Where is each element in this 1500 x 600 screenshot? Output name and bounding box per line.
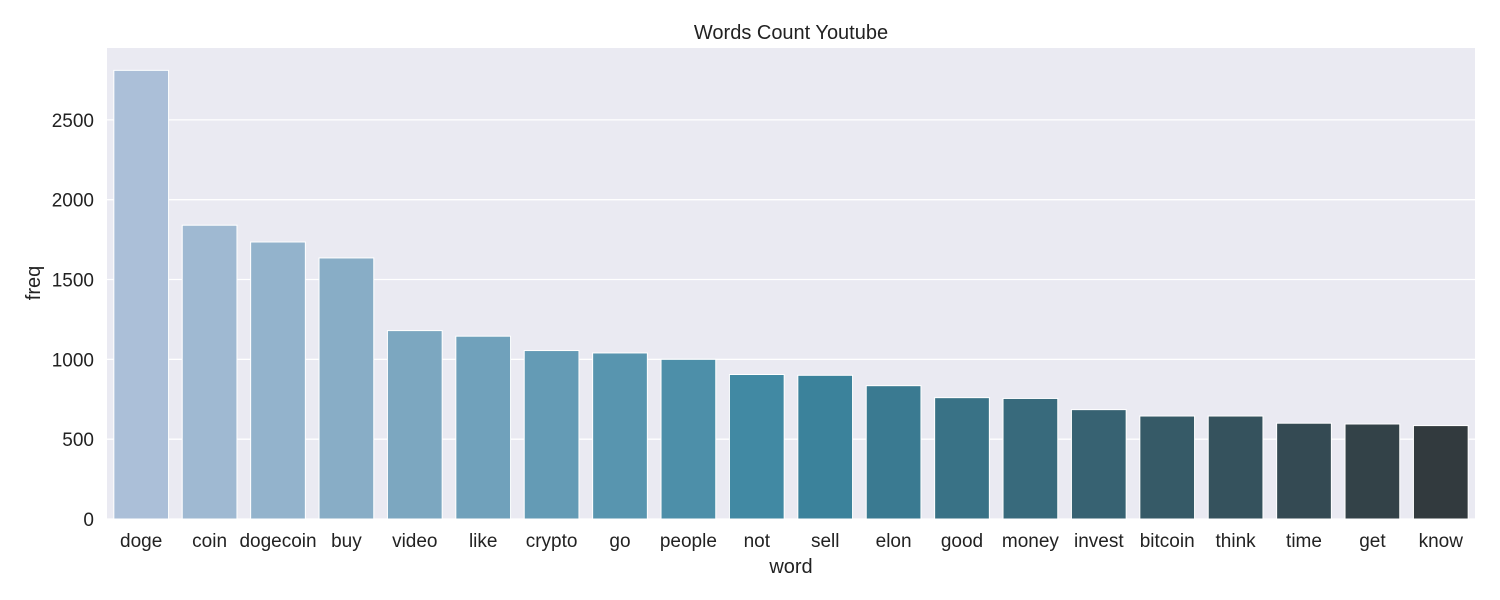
x-tick-label: invest bbox=[1074, 531, 1124, 552]
x-tick-label: elon bbox=[876, 531, 912, 552]
y-tick-labels: 0 500 1000 1500 2000 2500 bbox=[52, 111, 94, 531]
bar-money bbox=[1002, 397, 1059, 520]
bar-like bbox=[455, 335, 512, 520]
plot-background bbox=[107, 48, 1475, 519]
y-tick-label: 2000 bbox=[52, 191, 94, 212]
bar-get bbox=[1344, 423, 1401, 520]
x-tick-label: buy bbox=[331, 531, 362, 552]
x-tick-label: time bbox=[1286, 531, 1322, 552]
x-tick-label: crypto bbox=[526, 531, 578, 552]
x-tick-labels: doge coin dogecoin buy video like crypto go peop… bbox=[120, 531, 1463, 552]
bars bbox=[113, 69, 1469, 520]
bar-people bbox=[660, 358, 717, 520]
bar-not bbox=[728, 374, 785, 520]
bar-video bbox=[386, 330, 443, 520]
x-tick-label: people bbox=[660, 531, 717, 552]
bar-sell bbox=[797, 374, 854, 520]
x-axis-label: word bbox=[768, 556, 812, 578]
bar-good bbox=[934, 397, 990, 520]
bar-crypto bbox=[523, 350, 580, 520]
bar-buy bbox=[318, 257, 375, 520]
x-tick-label: video bbox=[392, 531, 437, 552]
y-tick-label: 2500 bbox=[52, 111, 94, 132]
bar-bitcoin bbox=[1139, 415, 1196, 520]
x-tick-label: doge bbox=[120, 531, 162, 552]
x-tick-label: get bbox=[1359, 531, 1386, 552]
x-tick-label: not bbox=[744, 531, 771, 552]
bar-dogecoin bbox=[250, 241, 306, 520]
x-tick-label: good bbox=[941, 531, 983, 552]
x-tick-label: like bbox=[469, 531, 498, 552]
x-tick-label: know bbox=[1419, 531, 1464, 552]
y-tick-label: 1500 bbox=[52, 271, 94, 292]
x-tick-label: coin bbox=[192, 531, 227, 552]
bar-go bbox=[592, 352, 648, 520]
y-axis-label: freq bbox=[23, 266, 45, 300]
bar-think bbox=[1207, 415, 1264, 520]
chart-title: Words Count Youtube bbox=[694, 22, 888, 44]
x-tick-label: bitcoin bbox=[1140, 531, 1195, 552]
bar-coin bbox=[181, 224, 238, 520]
y-tick-label: 0 bbox=[83, 510, 94, 531]
bar-doge bbox=[113, 69, 170, 520]
y-tick-label: 1000 bbox=[52, 350, 94, 371]
x-tick-label: dogecoin bbox=[239, 531, 316, 552]
x-tick-label: go bbox=[609, 531, 630, 552]
x-tick-label: sell bbox=[811, 531, 840, 552]
y-tick-label: 500 bbox=[62, 430, 94, 451]
x-tick-label: money bbox=[1002, 531, 1060, 552]
bar-time bbox=[1276, 422, 1332, 520]
x-tick-label: think bbox=[1216, 531, 1257, 552]
bar-invest bbox=[1070, 409, 1127, 520]
bar-elon bbox=[865, 385, 922, 520]
bar-know bbox=[1412, 425, 1469, 520]
